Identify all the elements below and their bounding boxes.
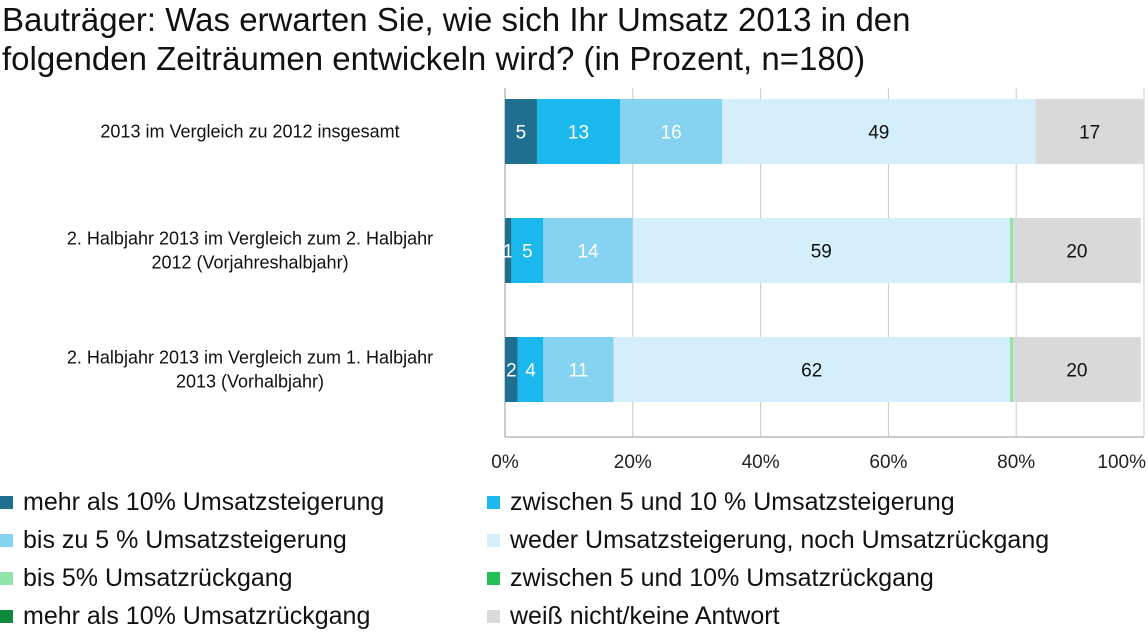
bar-segment <box>536 99 621 164</box>
legend-item: weiß nicht/keine Antwort <box>487 598 780 634</box>
data-label: 16 <box>661 123 682 144</box>
legend-swatch <box>487 571 500 585</box>
data-label: 11 <box>569 361 589 382</box>
chart-title: Bauträger: Was erwarten Sie, wie sich Ih… <box>2 0 1142 78</box>
legend-label: weiß nicht/keine Antwort <box>510 601 780 630</box>
bar-segment <box>1009 218 1014 283</box>
data-label: 49 <box>868 123 889 144</box>
bar-segment <box>543 337 614 402</box>
data-label: 14 <box>577 242 599 263</box>
category-label: 2012 (Vorjahreshalbjahr) <box>151 253 348 273</box>
legend-item: bis zu 5 % Umsatzsteigerung <box>0 522 347 558</box>
legend-label: bis 5% Umsatzrückgang <box>23 563 293 592</box>
legend-label: zwischen 5 und 10% Umsatzrückgang <box>510 563 934 592</box>
x-tick-label: 100% <box>1097 452 1146 473</box>
data-label: 2 <box>506 361 517 382</box>
bar-segment <box>722 99 1036 164</box>
bar-segment <box>632 218 1010 283</box>
bar-segment <box>543 218 633 283</box>
legend-item: weder Umsatzsteigerung, noch Umsatzrückg… <box>487 522 1049 558</box>
category-label: 2013 im Vergleich zu 2012 insgesamt <box>100 122 399 142</box>
legend-item: bis 5% Umsatzrückgang <box>0 560 293 596</box>
chart-legend: mehr als 10% Umsatzsteigerung zwischen 5 … <box>0 484 1148 634</box>
legend-swatch <box>0 495 13 509</box>
bar-segment <box>1035 99 1144 164</box>
data-label: 5 <box>522 242 533 263</box>
legend-label: mehr als 10% Umsatzsteigerung <box>23 487 385 516</box>
bar-segment <box>511 218 544 283</box>
legend-label: bis zu 5 % Umsatzsteigerung <box>23 525 347 554</box>
bar-segment <box>1013 337 1141 402</box>
legend-item: mehr als 10% Umsatzsteigerung <box>0 484 384 520</box>
chart-title-line-2: folgenden Zeiträumen entwickeln wird? (i… <box>2 40 866 77</box>
bar-segment <box>517 337 544 402</box>
bar-segment <box>505 337 518 402</box>
x-tick-label: 20% <box>614 452 652 473</box>
data-label: 1 <box>503 242 514 263</box>
bar-segment <box>505 99 537 164</box>
data-label: 4 <box>525 361 536 382</box>
chart-title-line-1: Bauträger: Was erwarten Sie, wie sich Ih… <box>2 1 911 38</box>
legend-item: zwischen 5 und 10% Umsatzrückgang <box>487 560 934 596</box>
data-label: 5 <box>516 123 527 144</box>
x-tick-label: 60% <box>869 452 907 473</box>
data-label: 20 <box>1066 361 1087 382</box>
data-label: 62 <box>801 361 822 382</box>
x-tick-label: 40% <box>742 452 780 473</box>
legend-item: mehr als 10% Umsatzrückgang <box>0 598 370 634</box>
data-label: 59 <box>811 242 832 263</box>
bar-chart: 0% 20% 40% 60% 80% 100% 2013 im Vergleich zu 2… <box>67 88 1146 473</box>
data-label: 17 <box>1079 123 1100 144</box>
category-label: 2013 (Vorhalbjahr) <box>176 372 324 392</box>
x-tick-label: 80% <box>997 452 1035 473</box>
legend-swatch <box>0 609 13 623</box>
bar-segment <box>1013 218 1141 283</box>
legend-swatch <box>487 533 500 547</box>
x-tick-label: 0% <box>491 452 519 473</box>
legend-swatch <box>0 533 13 547</box>
legend-label: mehr als 10% Umsatzrückgang <box>23 601 371 630</box>
bar-segment <box>1009 337 1014 402</box>
legend-swatch <box>487 495 500 509</box>
data-label: 13 <box>568 123 589 144</box>
bar-segment <box>613 337 1010 402</box>
category-label: 2. Halbjahr 2013 im Vergleich zum 2. Hal… <box>67 229 433 249</box>
bar-segment <box>505 218 512 283</box>
legend-label: weder Umsatzsteigerung, noch Umsatzrückg… <box>510 525 1050 554</box>
data-label: 20 <box>1066 242 1087 263</box>
bar-segment <box>620 99 723 164</box>
legend-item: zwischen 5 und 10 % Umsatzsteigerung <box>487 484 955 520</box>
legend-swatch <box>0 571 13 585</box>
legend-label: zwischen 5 und 10 % Umsatzsteigerung <box>510 487 955 516</box>
category-label: 2. Halbjahr 2013 im Vergleich zum 1. Hal… <box>67 348 433 368</box>
legend-swatch <box>487 609 500 623</box>
